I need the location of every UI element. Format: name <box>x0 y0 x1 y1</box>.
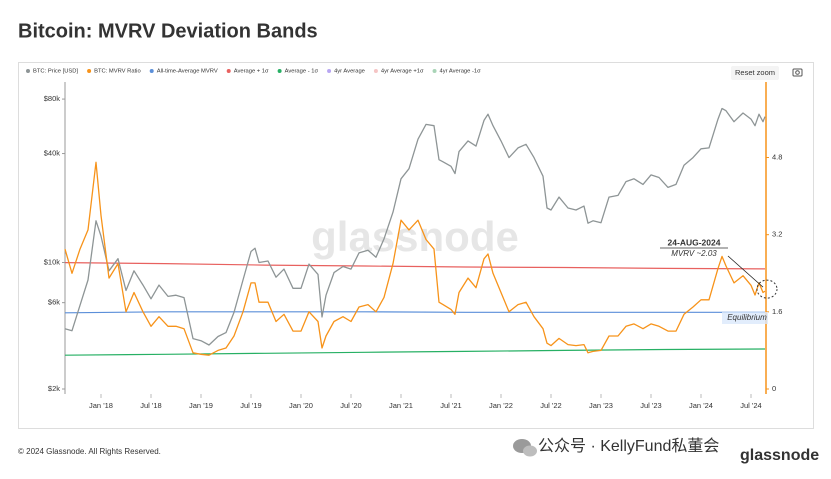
y2-tick-label: 1.6 <box>772 307 782 316</box>
series-line <box>64 311 765 314</box>
legend-label[interactable]: 4yr Average -1σ <box>440 69 482 75</box>
x-tick-label: Jan '24 <box>689 401 713 410</box>
x-tick-label: Jan '18 <box>89 401 113 410</box>
logo: glassnode <box>740 447 819 464</box>
annotation-date: 24-AUG-2024 <box>668 237 721 247</box>
legend-marker <box>26 69 30 73</box>
y-tick-label: $80k <box>44 94 61 103</box>
watermark: glassnode <box>311 213 519 260</box>
y-tick-label: $2k <box>48 384 60 393</box>
x-tick-label: Jul '23 <box>640 401 661 410</box>
x-tick-label: Jul '18 <box>140 401 161 410</box>
wechat-icon <box>513 439 537 457</box>
legend-marker <box>373 69 378 73</box>
reset-zoom-button[interactable] <box>731 66 779 80</box>
x-tick-label: Jul '20 <box>340 401 361 410</box>
legend-label[interactable]: Average + 1σ <box>234 69 269 75</box>
legend-label[interactable]: Average - 1σ <box>285 69 319 75</box>
legend-marker <box>149 69 154 73</box>
legend-marker <box>226 69 231 73</box>
legend-marker <box>277 69 282 73</box>
x-tick-label: Jan '21 <box>389 401 413 410</box>
footer: © 2024 Glassnode. All Rights Reserved. <box>18 447 161 456</box>
page-title: Bitcoin: MVRV Deviation Bands <box>18 20 318 42</box>
series-line <box>64 107 766 346</box>
annotation-equilibrium: Equilibrium <box>727 313 767 322</box>
series-line <box>64 161 766 356</box>
legend-label[interactable]: 4yr Average <box>334 69 365 75</box>
y2-tick-label: 3.2 <box>772 230 782 239</box>
legend-marker <box>432 69 437 73</box>
chart-panel <box>18 62 814 429</box>
reset-zoom-label[interactable]: Reset zoom <box>735 68 775 77</box>
legend-label[interactable]: All-time-Average MVRV <box>157 69 218 75</box>
x-tick-label: Jan '22 <box>489 401 513 410</box>
x-tick-label: Jul '24 <box>740 401 761 410</box>
series-line <box>64 348 766 356</box>
legend-label[interactable]: 4yr Average +1σ <box>381 69 424 75</box>
y-tick-label: $10k <box>44 257 61 266</box>
x-tick-label: Jul '22 <box>540 401 561 410</box>
legend-marker <box>87 69 92 73</box>
y-tick-label: $40k <box>44 149 61 158</box>
x-tick-label: Jan '20 <box>289 401 313 410</box>
series-line <box>64 262 766 270</box>
legend-label[interactable]: BTC: MVRV Ratio <box>94 69 141 75</box>
annotation-mvrv: MVRV ~2.03 <box>671 249 717 258</box>
y-tick-label: $6k <box>48 298 60 307</box>
wechat-text: 公众号 · KellyFund私董会 <box>538 437 719 455</box>
legend-label[interactable]: BTC: Price [USD] <box>33 69 78 75</box>
annotation-arrow <box>727 255 764 288</box>
camera-icon[interactable] <box>792 68 803 77</box>
y2-tick-label: 4.8 <box>772 153 782 162</box>
annotation-circle <box>756 279 778 299</box>
x-tick-label: Jul '19 <box>240 401 261 410</box>
x-tick-label: Jul '21 <box>440 401 461 410</box>
legend-marker <box>327 69 332 73</box>
equilibrium-highlight <box>722 312 768 324</box>
x-tick-label: Jan '23 <box>589 401 613 410</box>
y2-tick-label: 0 <box>772 384 776 393</box>
x-tick-label: Jan '19 <box>189 401 213 410</box>
